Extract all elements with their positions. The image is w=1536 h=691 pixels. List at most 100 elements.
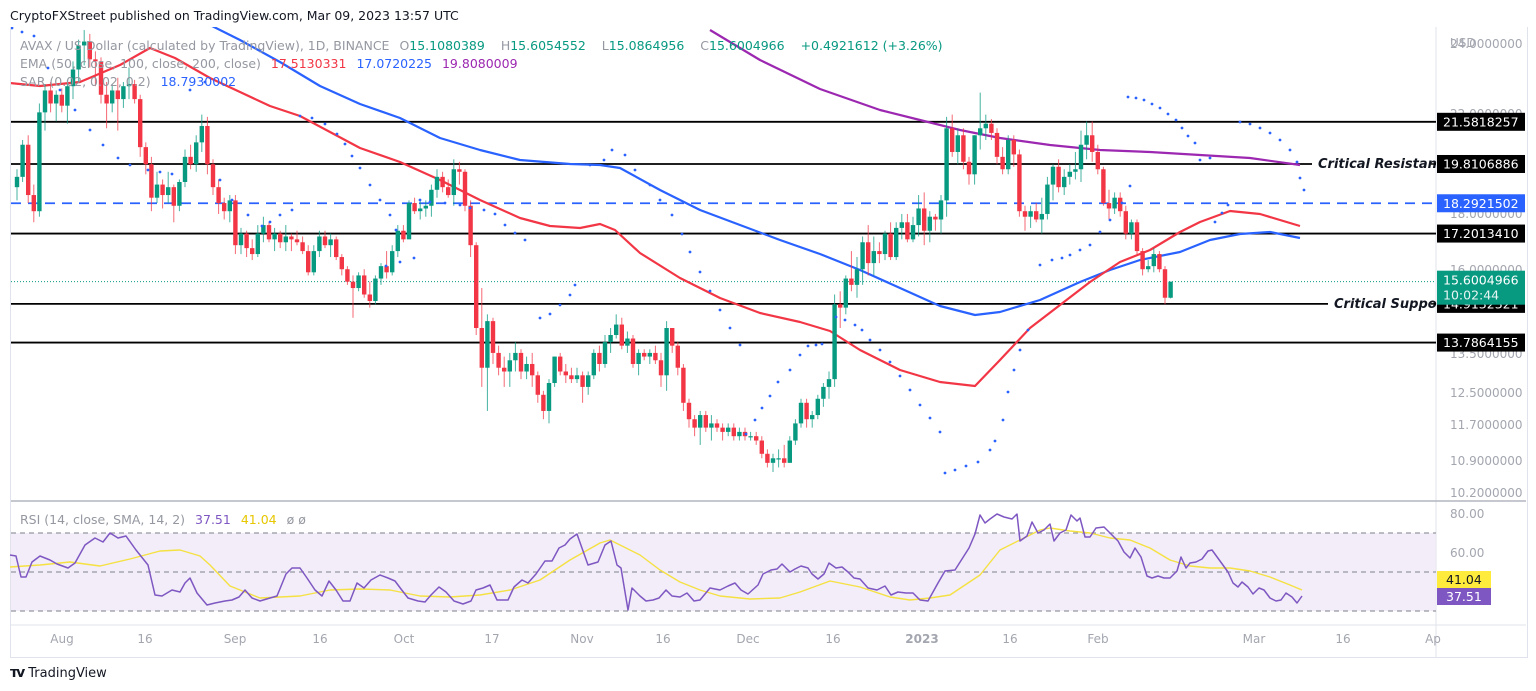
candle (882, 233, 888, 255)
candle (703, 415, 708, 428)
time-tick: Nov (570, 632, 593, 646)
ema-legend[interactable]: EMA (50, close, 100, close, 200, close) … (20, 56, 524, 71)
candle (698, 415, 703, 428)
rsi-sma-tag (1437, 571, 1491, 588)
candle (1162, 269, 1168, 298)
candle (815, 398, 820, 416)
chart-frame (10, 27, 1528, 658)
tradingview-logo-icon: ᴛᴠ (10, 665, 25, 681)
candle (832, 304, 837, 380)
candle (731, 427, 736, 437)
currency-label: USD (1450, 36, 1476, 50)
brand-name: TradingView (28, 665, 107, 681)
candle (1123, 211, 1128, 234)
level-annotation: Critical Support (1334, 297, 1450, 312)
candle (759, 440, 764, 454)
time-tick: 16 (1335, 632, 1350, 646)
candle (894, 227, 899, 258)
candle (76, 45, 81, 70)
candle (356, 275, 361, 289)
candle (457, 169, 462, 172)
ema100-line (211, 27, 1301, 317)
candle (1129, 222, 1134, 234)
candle (1118, 197, 1123, 212)
tradingview-brand[interactable]: ᴛᴠ TradingView (10, 665, 107, 681)
candle (1140, 251, 1145, 270)
ema-label: EMA (50, close, 100, close, 200, close) (20, 56, 261, 71)
level-annotation: Critical Resistance (1318, 157, 1454, 172)
candle (910, 225, 916, 240)
candle (143, 147, 148, 165)
candle (31, 195, 36, 212)
rsi-tag-text: 37.51 (1446, 589, 1482, 604)
candle (938, 200, 944, 220)
candle (922, 208, 927, 231)
candle (888, 233, 893, 258)
candle (350, 281, 356, 289)
candle (93, 59, 98, 62)
candle (574, 375, 580, 380)
rsi-line (9, 513, 1303, 611)
candle (154, 184, 160, 198)
time-tick: 2023 (905, 632, 938, 646)
candle (373, 278, 378, 302)
time-tick: Feb (1087, 632, 1108, 646)
candle (580, 375, 585, 387)
candle (59, 94, 64, 106)
countdown-text: 10:02:44 (1443, 288, 1499, 303)
rsi-tag (1437, 588, 1491, 605)
candle (1134, 222, 1140, 252)
candle (182, 156, 188, 182)
symbol-title: AVAX / US Dollar (calculated by TradingV… (20, 38, 390, 53)
candle (787, 440, 792, 463)
rsi-tick: 80.00 (1450, 507, 1484, 521)
rsi-sma-line (9, 527, 1303, 601)
candle (1112, 197, 1117, 209)
candle (1034, 211, 1039, 220)
time-tick: 16 (137, 632, 152, 646)
candle (378, 266, 384, 279)
candle (485, 321, 490, 368)
candle (1168, 281, 1173, 298)
sar-value: 18.7930002 (160, 74, 237, 89)
candle (994, 132, 1000, 157)
candle (653, 352, 658, 361)
level-price-text: 18.2921502 (1443, 196, 1519, 211)
main-pane (11, 120, 1436, 344)
candle (462, 171, 468, 206)
candle (126, 84, 132, 87)
candle (42, 90, 48, 113)
candle (1062, 176, 1067, 188)
candle (227, 200, 232, 212)
rsi-sma-value: 41.04 (240, 512, 277, 527)
rsi-legend[interactable]: RSI (14, close, SMA, 14, 2) 37.51 41.04 … (20, 512, 312, 527)
candle (328, 239, 333, 246)
candle (362, 275, 367, 295)
candle (1157, 254, 1162, 270)
sar-legend[interactable]: SAR (0.02, 0.02, 0.2) 18.7930002 (20, 74, 242, 89)
candle (238, 233, 244, 246)
level-price-tag (1437, 112, 1525, 131)
candle (222, 203, 227, 212)
symbol-legend[interactable]: AVAX / US Dollar (calculated by TradingV… (20, 38, 943, 53)
candle (322, 236, 328, 246)
candle (586, 375, 591, 387)
ema200-value: 19.8080009 (441, 56, 518, 71)
candle (1078, 144, 1084, 170)
time-tick: Ap (1425, 632, 1441, 646)
candle (989, 123, 994, 133)
candle (345, 269, 350, 282)
candle (782, 458, 787, 463)
candle (490, 321, 496, 353)
candle (597, 352, 602, 364)
candle (602, 342, 608, 364)
candle (1146, 266, 1151, 270)
candle (300, 242, 305, 252)
candle (826, 379, 832, 387)
candle (854, 269, 860, 285)
candle (950, 128, 955, 152)
candle (804, 402, 809, 420)
candle (20, 144, 25, 177)
candle (171, 187, 176, 206)
